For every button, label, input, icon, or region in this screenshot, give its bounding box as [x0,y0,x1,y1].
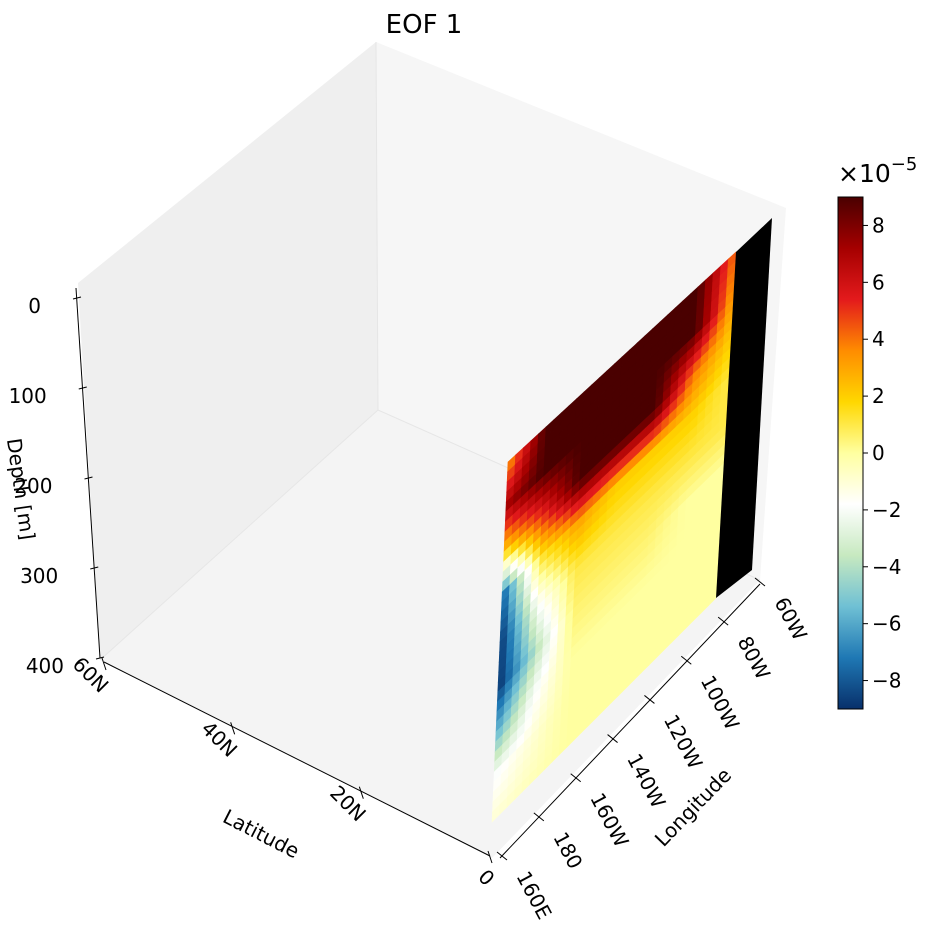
axis-tick [607,734,618,743]
back-left-pane [78,42,378,660]
colorbar-tick-label: −8 [872,669,901,693]
colorbar-tick-label: 0 [872,441,885,465]
colorbar: 8 6 4 2 0 −2 −4 −6 −8 ×10−5 [837,154,917,710]
axis-tick [717,616,729,626]
axis-tick-label: 0 [473,865,499,891]
axis-tick-label: 400 [26,654,64,678]
colorbar-multiplier: ×10−5 [838,154,917,188]
colorbar-tick-label: 6 [872,270,885,294]
axis-tick-label: 100W [696,671,745,734]
colorbar-ticks: 8 6 4 2 0 −2 −4 −6 −8 [863,213,901,693]
axis-tick-label: 140W [622,750,671,813]
axis-tick [84,476,93,480]
axis-tick [90,566,99,570]
axis-tick-label: 60W [770,593,813,644]
axis-tick [487,850,493,864]
axis-tick-label: 300 [20,564,58,588]
axis-tick [78,386,87,390]
pane-edge [375,41,379,411]
colorbar-tick-label: −6 [872,612,901,636]
axis-tick-label: 0 [28,294,41,318]
axis-lines [75,287,761,859]
axis-tick [230,722,236,735]
latitude-axis-label: Latitude [219,804,303,863]
axis-tick [570,773,582,783]
axis-tick [72,296,82,300]
axis-tick [101,657,107,671]
colorbar-tick-label: 2 [872,384,885,408]
axis-tick [533,812,545,822]
axis-tick-label: 100 [9,384,47,408]
pane-edge [99,409,379,661]
axis-tick-label: 180 [548,828,587,873]
title: EOF 1 [386,10,463,40]
land-mask [716,218,772,598]
equatorial-section [491,251,737,823]
colorbar-tick-label: 4 [872,327,885,351]
longitude-axis-label: Longitude [650,763,736,851]
axis-tick-label: 200 [14,474,52,498]
colorbar-body [837,196,864,710]
axis-tick-label: 120W [659,711,708,774]
colorbar-tick-label: −4 [872,555,901,579]
axis-tick-label: 80W [733,632,776,683]
axis-tick [754,577,766,587]
axis-tick [680,655,692,665]
axis-tick-label: 160E [512,867,557,923]
colorbar-tick-label: −2 [872,498,901,522]
axis-tick [496,851,508,861]
axis-tick [644,695,655,704]
colorbar-tick-label: 8 [872,213,885,237]
axis-tick [358,786,364,799]
axis-tick-label: 160W [585,789,634,852]
axis-tick [95,656,105,660]
